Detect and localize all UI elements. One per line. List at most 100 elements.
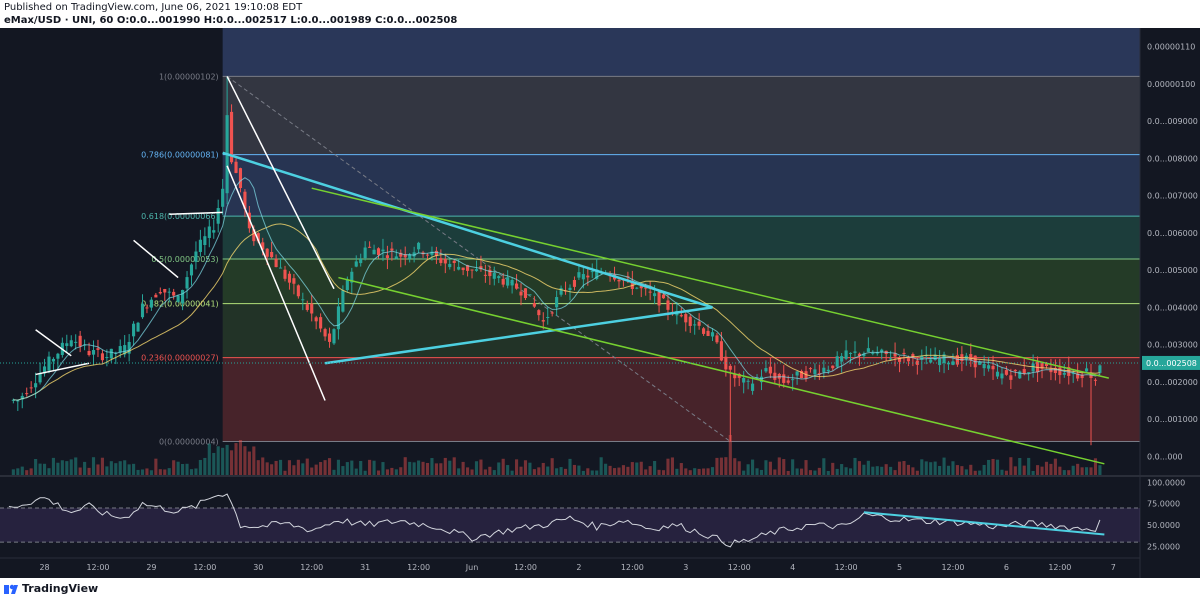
candle-body [635, 287, 639, 289]
volume-bar [1076, 463, 1080, 475]
candle-body [408, 254, 412, 259]
candle-body [1080, 374, 1084, 379]
volume-bar [768, 461, 772, 475]
volume-bar [247, 451, 251, 475]
candle-body [11, 399, 15, 401]
volume-bar [751, 459, 755, 475]
volume-bar [296, 459, 300, 475]
volume-bar [902, 461, 906, 475]
price-axis-label: 0.0...000 [1147, 452, 1183, 461]
volume-bar [56, 462, 60, 475]
time-axis-label: 12:00 [728, 563, 751, 572]
rsi-divergence-line [863, 511, 1105, 536]
volume-bar [871, 466, 875, 475]
volume-bar [897, 461, 902, 475]
volume-bar [42, 463, 47, 475]
candle-body [323, 329, 327, 337]
volume-bar [154, 458, 158, 475]
candle-body [265, 248, 269, 257]
volume-bar [1085, 467, 1089, 475]
volume-bar [537, 467, 541, 475]
volume-bar [287, 460, 292, 475]
price-axis-label: 0.00000110 [1147, 43, 1195, 52]
fib-level-label: 0(0.00000004) [159, 437, 219, 446]
footer: TradingView [0, 578, 1200, 599]
volume-bar [1040, 466, 1044, 475]
volume-bar [938, 465, 942, 475]
candle-body [786, 380, 790, 383]
time-axis-label: 7 [1111, 563, 1116, 572]
volume-bar [163, 469, 167, 475]
candle-body [296, 285, 300, 297]
volume-bar [1053, 458, 1057, 475]
volume-bar [893, 470, 897, 475]
volume-bar [675, 468, 679, 475]
volume-bar [733, 458, 737, 475]
candle-body [136, 322, 140, 332]
candle-body [452, 260, 456, 264]
volume-bar [786, 470, 790, 475]
candle-body [158, 292, 162, 294]
volume-bar [661, 470, 666, 475]
volume-bar [924, 461, 928, 475]
candle-body [768, 366, 772, 374]
volume-bar [336, 459, 340, 475]
volume-bar [808, 470, 813, 475]
volume-bar [969, 464, 973, 475]
fib-zone [222, 76, 1140, 155]
volume-bar [29, 468, 33, 475]
candle-body [661, 294, 666, 299]
fib-zone [222, 216, 1140, 259]
volume-bar [501, 458, 505, 475]
volume-bar [1089, 467, 1093, 475]
fib-zone [222, 258, 1140, 304]
price-axis-label: 0.0...002000 [1147, 378, 1198, 387]
time-axis-label: 30 [253, 563, 263, 572]
volume-bar [804, 460, 808, 475]
volume-bar [421, 461, 425, 475]
volume-bar [608, 465, 612, 475]
candle-body [34, 383, 38, 388]
volume-bar [430, 458, 434, 475]
pattern-line [35, 362, 90, 376]
candle-body [523, 288, 528, 298]
fib-zone [222, 154, 1140, 217]
price-chart[interactable]: 1(0.00000102) 0.786(0.00000081) 0.618(0.00… [0, 28, 1200, 578]
volume-bar [1009, 457, 1013, 475]
rsi-axis-label: 25.0000 [1147, 542, 1180, 551]
candle-body [230, 111, 234, 163]
candle-body [51, 358, 55, 362]
candle-body [359, 259, 363, 264]
volume-bar [323, 460, 327, 475]
volume-bar [359, 460, 363, 475]
volume-bar [581, 470, 585, 475]
candle-body [483, 274, 487, 276]
volume-bar [626, 466, 630, 475]
volume-bar [221, 447, 225, 475]
price-axis-label: 0.0...008000 [1147, 154, 1198, 163]
candle-body [568, 287, 572, 291]
candle-body [221, 188, 225, 207]
volume-bar [742, 470, 746, 475]
candle-body [403, 254, 407, 258]
candle-body [822, 367, 826, 373]
candle-body [1022, 368, 1026, 374]
candle-body [292, 278, 296, 284]
volume-bar [630, 462, 634, 475]
volume-bar [1098, 465, 1102, 475]
volume-bar [439, 463, 443, 475]
volume-bar [644, 469, 648, 475]
volume-bar [666, 458, 670, 475]
time-axis-label: 31 [360, 563, 370, 572]
candle-body [795, 371, 799, 376]
volume-bar [132, 463, 136, 475]
volume-bar [1080, 467, 1084, 475]
candle-body [243, 191, 247, 209]
pattern-line [169, 211, 223, 215]
time-axis-label: 12:00 [300, 563, 323, 572]
volume-bar [368, 459, 372, 475]
volume-bar [590, 470, 594, 475]
candle-body [929, 359, 933, 363]
volume-bar [434, 463, 438, 475]
candle-body [1027, 372, 1031, 374]
